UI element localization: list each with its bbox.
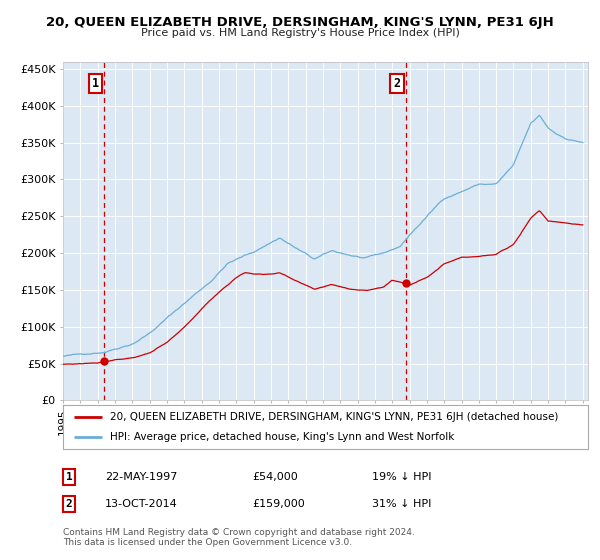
Text: 31% ↓ HPI: 31% ↓ HPI xyxy=(372,499,431,509)
Text: 20, QUEEN ELIZABETH DRIVE, DERSINGHAM, KING'S LYNN, PE31 6JH: 20, QUEEN ELIZABETH DRIVE, DERSINGHAM, K… xyxy=(46,16,554,29)
Text: Contains HM Land Registry data © Crown copyright and database right 2024.
This d: Contains HM Land Registry data © Crown c… xyxy=(63,528,415,547)
Text: Price paid vs. HM Land Registry's House Price Index (HPI): Price paid vs. HM Land Registry's House … xyxy=(140,28,460,38)
Text: 1: 1 xyxy=(65,472,73,482)
Text: £54,000: £54,000 xyxy=(252,472,298,482)
Text: 2: 2 xyxy=(65,499,73,509)
Text: £159,000: £159,000 xyxy=(252,499,305,509)
Text: 1: 1 xyxy=(92,77,99,90)
Text: 13-OCT-2014: 13-OCT-2014 xyxy=(105,499,178,509)
Text: 19% ↓ HPI: 19% ↓ HPI xyxy=(372,472,431,482)
Text: 2: 2 xyxy=(394,77,401,90)
Text: HPI: Average price, detached house, King's Lynn and West Norfolk: HPI: Average price, detached house, King… xyxy=(110,432,455,442)
Text: 22-MAY-1997: 22-MAY-1997 xyxy=(105,472,178,482)
Text: 20, QUEEN ELIZABETH DRIVE, DERSINGHAM, KING'S LYNN, PE31 6JH (detached house): 20, QUEEN ELIZABETH DRIVE, DERSINGHAM, K… xyxy=(110,412,559,422)
